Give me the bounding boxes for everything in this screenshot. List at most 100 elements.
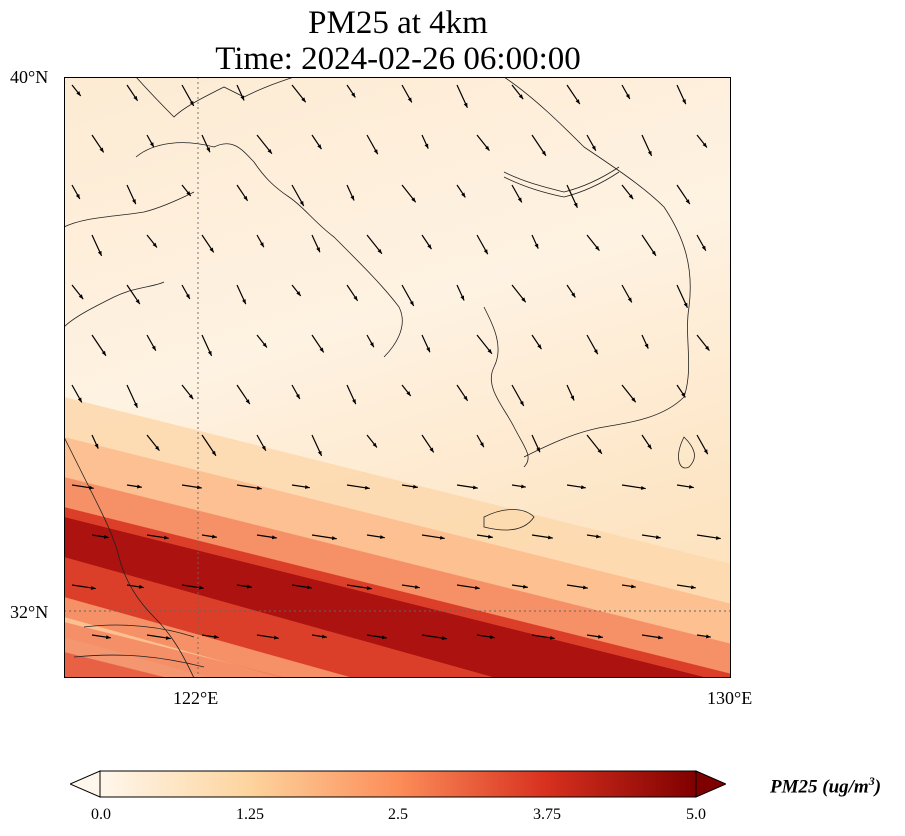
wind-arrow-head — [149, 142, 154, 148]
wind-arrow-head — [103, 534, 109, 539]
wind-arrow-head — [595, 534, 601, 539]
wind-arrow-head — [521, 297, 526, 303]
wind-arrow-head — [261, 445, 266, 451]
wind-arrow-head — [407, 97, 412, 103]
wind-arrow-head — [207, 350, 212, 356]
wind-arrow-head — [295, 393, 300, 399]
wind-arrow-head — [352, 399, 356, 405]
wind-arrow-head — [133, 402, 138, 408]
wind-arrow-head — [317, 450, 322, 456]
wind-arrow-head — [474, 585, 480, 590]
map-title-line2: Time: 2024-02-26 06:00:00 — [215, 41, 581, 77]
wind-arrow-head — [256, 486, 262, 490]
wind-arrow-head — [537, 344, 542, 350]
wind-arrow-head — [301, 97, 306, 103]
wind-arrow-head — [426, 347, 430, 353]
colorbar-tick-0: 0.0 — [91, 806, 111, 823]
wind-arrow-head — [688, 484, 694, 489]
wind-arrow-head — [541, 150, 546, 156]
pm25-band — [64, 622, 289, 678]
wind-arrow-head — [547, 535, 553, 540]
wind-arrow-head — [655, 535, 661, 540]
wind-arrow-head — [267, 148, 272, 154]
wind-arrow-head — [296, 291, 301, 296]
wind-vectors — [71, 84, 721, 640]
wind-arrow-head — [701, 245, 706, 251]
wind-arrow-head — [321, 634, 327, 639]
wind-arrow-head — [99, 147, 104, 153]
wind-arrow-head — [409, 300, 414, 306]
lon-label-130e: 130°E — [707, 688, 753, 708]
wind-arrow-head — [77, 397, 82, 403]
wind-arrow-head — [519, 400, 524, 406]
wind-arrow-head — [536, 447, 540, 453]
wind-arrow-head — [317, 144, 322, 150]
pm25-band — [64, 507, 731, 678]
wind-arrow-head — [262, 342, 267, 348]
colorbar-label: PM25 (ug/m3) — [770, 774, 882, 798]
wind-arrow-head — [211, 534, 217, 539]
wind-arrow-head — [595, 245, 600, 251]
wind-arrow-head — [429, 447, 434, 453]
wind-arrow-head — [487, 534, 493, 539]
wind-arrow-head — [647, 150, 652, 156]
wind-arrow-head — [651, 250, 656, 256]
wind-arrow-head — [705, 634, 711, 639]
wind-arrow-head — [627, 297, 632, 303]
wind-arrow-head — [105, 635, 111, 640]
lon-label-122e: 122°E — [173, 688, 219, 708]
wind-arrow-head — [155, 445, 160, 451]
wind-arrow-head — [304, 485, 310, 489]
wind-arrow-head — [591, 145, 596, 151]
wind-arrow-head — [372, 442, 377, 448]
wind-arrow-head — [685, 199, 690, 205]
wind-arrow-head — [414, 585, 420, 589]
wind-arrow-head — [185, 293, 190, 299]
wind-arrow-head — [411, 197, 416, 203]
wind-arrow-head — [575, 99, 580, 105]
wind-arrow-head — [351, 92, 356, 98]
wind-arrow-head — [597, 448, 602, 454]
wind-arrow-head — [364, 485, 370, 490]
wind-arrow-head — [316, 247, 320, 253]
colorbar-max-extend — [695, 770, 726, 798]
wind-arrow-head — [715, 535, 721, 540]
wind-arrow-head — [630, 584, 636, 589]
wind-arrow-head — [381, 635, 387, 640]
wind-arrow-head — [369, 342, 374, 348]
colorbar-tick-2: 2.5 — [388, 806, 408, 823]
wind-arrow-head — [472, 485, 478, 490]
wind-arrow-head — [628, 194, 634, 200]
wind-arrow-head — [570, 395, 575, 401]
wind-arrow-head — [213, 634, 219, 639]
wind-arrow-head — [353, 295, 358, 301]
wind-arrow-head — [702, 142, 707, 148]
wind-arrow-head — [439, 535, 445, 540]
map-title-line1: PM25 at 4km — [308, 5, 488, 41]
wind-arrow-head — [246, 584, 252, 589]
wind-arrow-head — [151, 345, 156, 351]
lat-label-32n: 32°N — [10, 602, 49, 622]
wind-arrow-head — [406, 391, 411, 396]
wind-arrow-head — [138, 584, 144, 589]
wind-arrow-head — [165, 635, 171, 640]
wind-arrow-head — [682, 99, 686, 105]
wind-arrow-head — [549, 635, 555, 640]
wind-arrow-head — [487, 348, 492, 354]
wind-arrow-head — [681, 392, 686, 398]
wind-arrow-head — [211, 450, 216, 456]
wind-arrow-head — [163, 535, 169, 540]
wind-arrow-head — [245, 399, 250, 405]
colorbar-ramp — [99, 770, 697, 798]
colorbar-tick-3: 3.75 — [533, 806, 561, 823]
wind-arrow-head — [483, 249, 488, 255]
map-frame — [64, 77, 731, 678]
wind-arrow-head — [75, 193, 80, 199]
wind-arrow-head — [101, 350, 106, 356]
coastlines — [64, 77, 695, 678]
wind-arrow-head — [132, 199, 136, 205]
wind-arrow-head — [461, 192, 466, 198]
wind-arrow-head — [259, 242, 264, 248]
wind-arrow-head — [520, 484, 526, 489]
wind-arrow-head — [306, 585, 312, 590]
